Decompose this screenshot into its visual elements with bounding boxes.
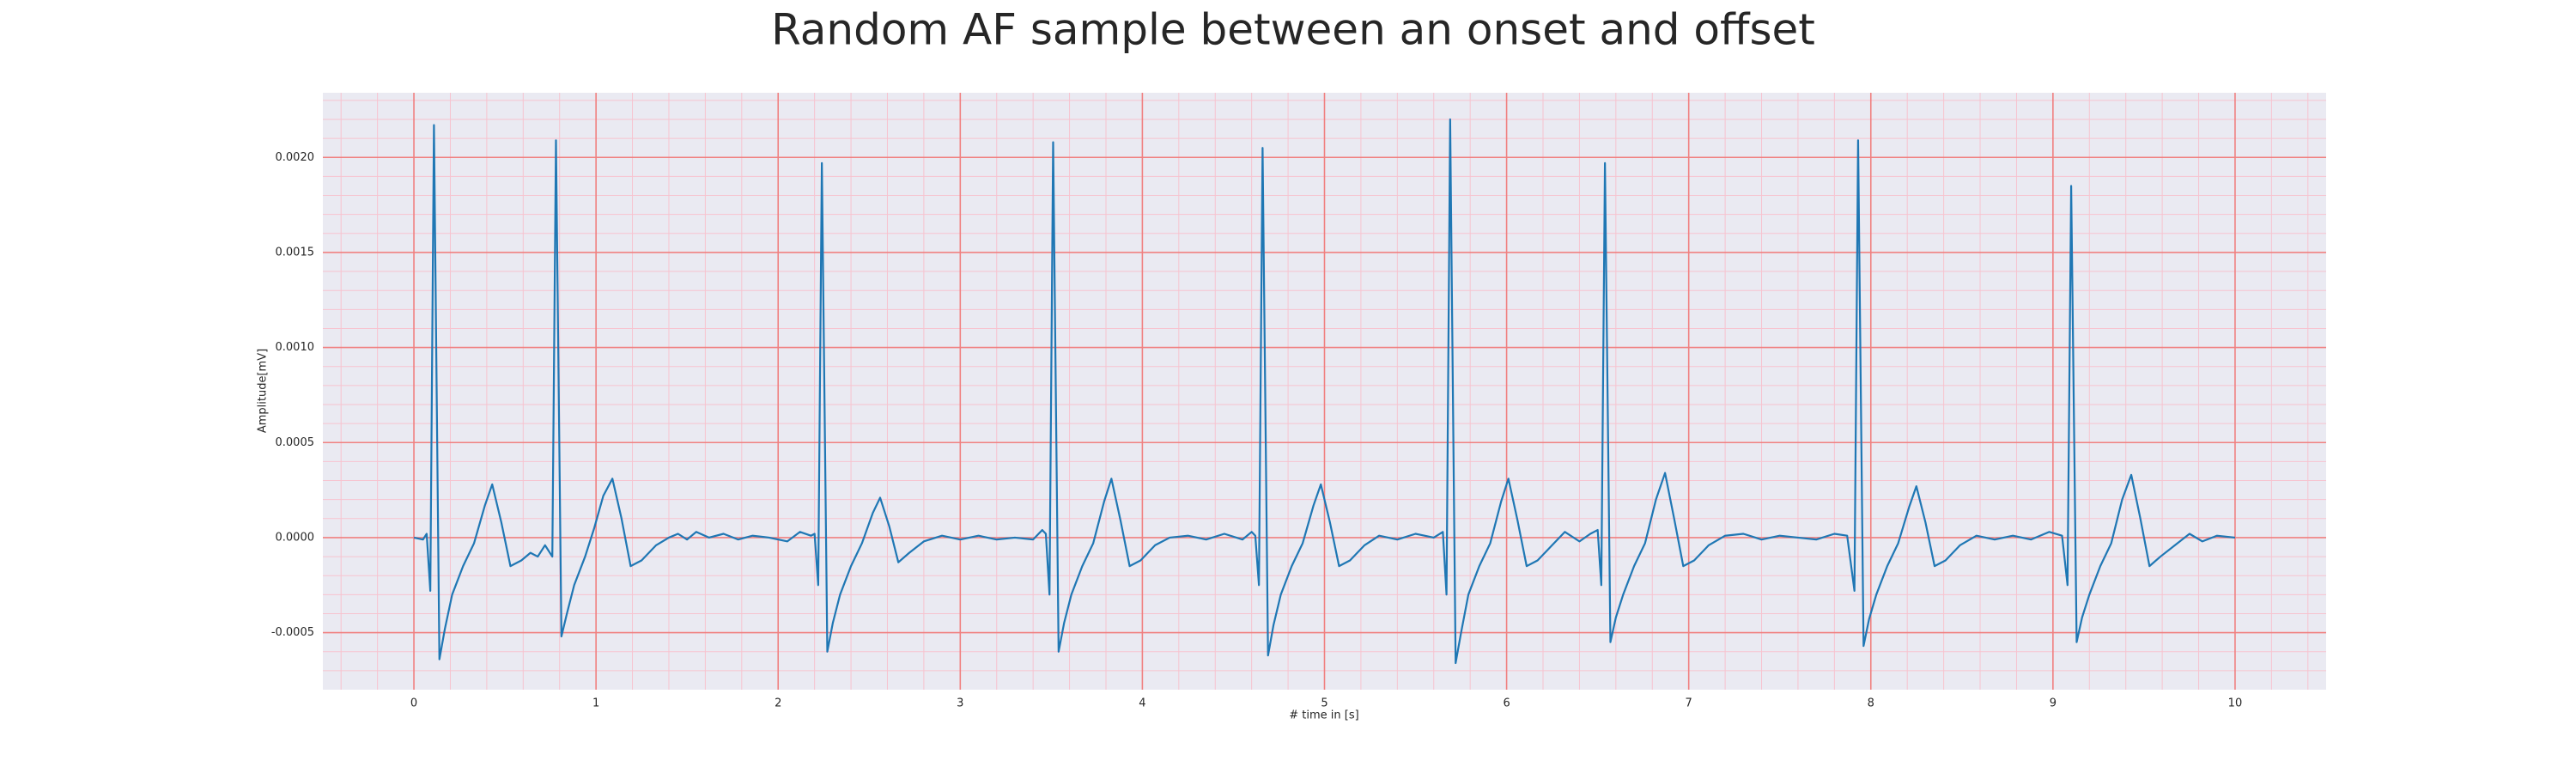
y-axis-label: Amplitude[mV] — [257, 349, 270, 433]
x-tick-label: 5 — [1321, 697, 1327, 710]
y-tick-label: 0.0010 — [276, 341, 315, 354]
x-tick-label: 7 — [1686, 697, 1692, 710]
x-tick-label: 8 — [1868, 697, 1874, 710]
y-tick-label: 0.0020 — [276, 151, 315, 164]
y-tick-label: 0.0005 — [276, 436, 315, 449]
y-tick-label: -0.0005 — [271, 626, 314, 639]
signal-line — [413, 118, 2236, 665]
x-tick-label: 4 — [1139, 697, 1145, 710]
y-tick-label: 0.0000 — [276, 531, 315, 544]
x-tick-label: 2 — [775, 697, 781, 710]
x-tick-label: 1 — [592, 697, 599, 710]
x-tick-label: 3 — [957, 697, 963, 710]
x-tick-label: 10 — [2228, 697, 2243, 710]
chart-title: Random AF sample between an onset and of… — [771, 5, 1815, 55]
x-tick-label: 9 — [2050, 697, 2057, 710]
x-tick-label: 0 — [410, 697, 417, 710]
x-axis-label: # time in [s] — [1289, 709, 1358, 722]
y-tick-label: 0.0015 — [276, 246, 315, 259]
x-tick-label: 6 — [1503, 697, 1510, 710]
